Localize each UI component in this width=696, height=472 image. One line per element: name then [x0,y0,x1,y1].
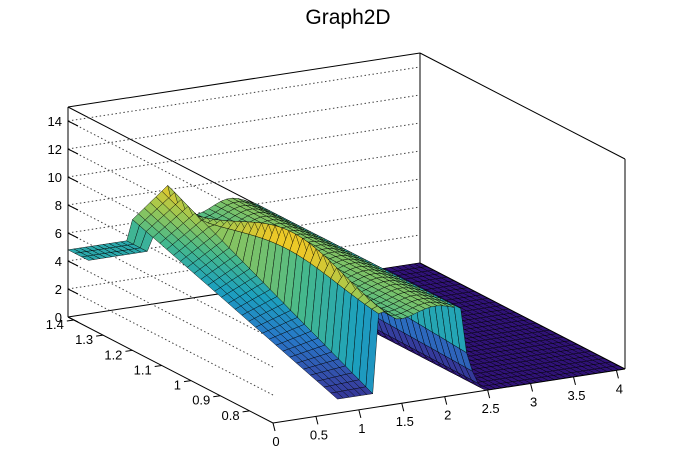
z-tick [67,316,79,323]
x-tick-label: 1.5 [396,414,414,429]
y-tick [183,380,192,383]
y-tick-label: 1.2 [104,347,122,362]
grid-line [67,288,274,396]
x-tick [315,416,319,425]
grid-line [67,120,274,228]
chart-title: Graph2D [305,6,390,29]
grid-line [67,206,421,262]
x-tick-label: 4 [616,381,623,396]
z-tick-label: 8 [55,198,62,213]
z-tick [67,260,79,267]
x-axis: 0 0.5 1 1.5 2 2.5 3 3.5 4 [272,370,623,449]
back-top-edge [67,52,421,108]
y-tick [125,349,133,352]
grid-line [67,122,421,178]
right-floor-edge [419,262,626,370]
grid-line [67,234,421,290]
y-tick [242,410,250,413]
z-tick-label: 2 [55,282,62,297]
x-tick [272,422,276,432]
x-tick-label: 0 [272,434,279,449]
z-tick-label: 0 [55,310,62,325]
y-tick-label: 0.9 [192,393,210,408]
z-tick [67,148,79,155]
z-tick [67,204,79,211]
grid-line [67,176,274,284]
surface-mesh [67,184,626,400]
x-tick-label: 1 [358,421,365,436]
z-tick [67,176,79,183]
grid-line [67,94,421,150]
grid-lines [67,66,421,396]
x-tick-label: 3.5 [567,388,585,403]
z-tick [67,288,79,295]
y-tick-label: 0.8 [221,408,239,423]
y-tick [66,319,74,322]
left-top-edge [67,106,274,214]
y-tick-label: 1 [174,378,181,393]
x-tick-label: 3 [530,394,537,409]
left-floor-edge [67,316,274,424]
plot-frame-front [67,159,626,424]
z-tick-label: 6 [55,226,62,241]
front-floor-edge [272,368,626,424]
y-tick-label: 1.3 [75,332,93,347]
z-tick [67,232,79,239]
x-tick [487,389,491,399]
x-tick [530,383,534,392]
y-tick [96,334,104,337]
x-tick-label: 2.5 [482,401,500,416]
grid-line [67,204,274,312]
y-tick-label: 1.1 [134,362,152,377]
grid-line [67,260,274,368]
x-tick [615,370,619,379]
z-tick-label: 4 [55,254,62,269]
x-tick-label: 2 [444,408,451,423]
y-tick-label: 1.4 [46,317,64,332]
x-tick [401,403,405,412]
z-tick-label: 14 [48,114,62,129]
grid-line [67,66,421,122]
z-tick-label: 12 [48,142,62,157]
x-tick [573,376,576,386]
y-axis: 0.8 0.9 1 1.1 1.2 1.3 1.4 [46,317,250,423]
z-tick-label: 10 [48,170,62,185]
x-tick [358,409,362,418]
grid-line [67,150,421,206]
z-tick [67,120,79,127]
grid-line [67,178,421,234]
x-tick [444,396,448,405]
y-tick [213,395,221,398]
z-axis: 0 2 4 6 8 10 12 14 [48,107,79,325]
grid-line [67,148,274,256]
x-tick-label: 0.5 [310,427,328,442]
y-tick [154,364,162,367]
right-top-edge [419,52,626,160]
